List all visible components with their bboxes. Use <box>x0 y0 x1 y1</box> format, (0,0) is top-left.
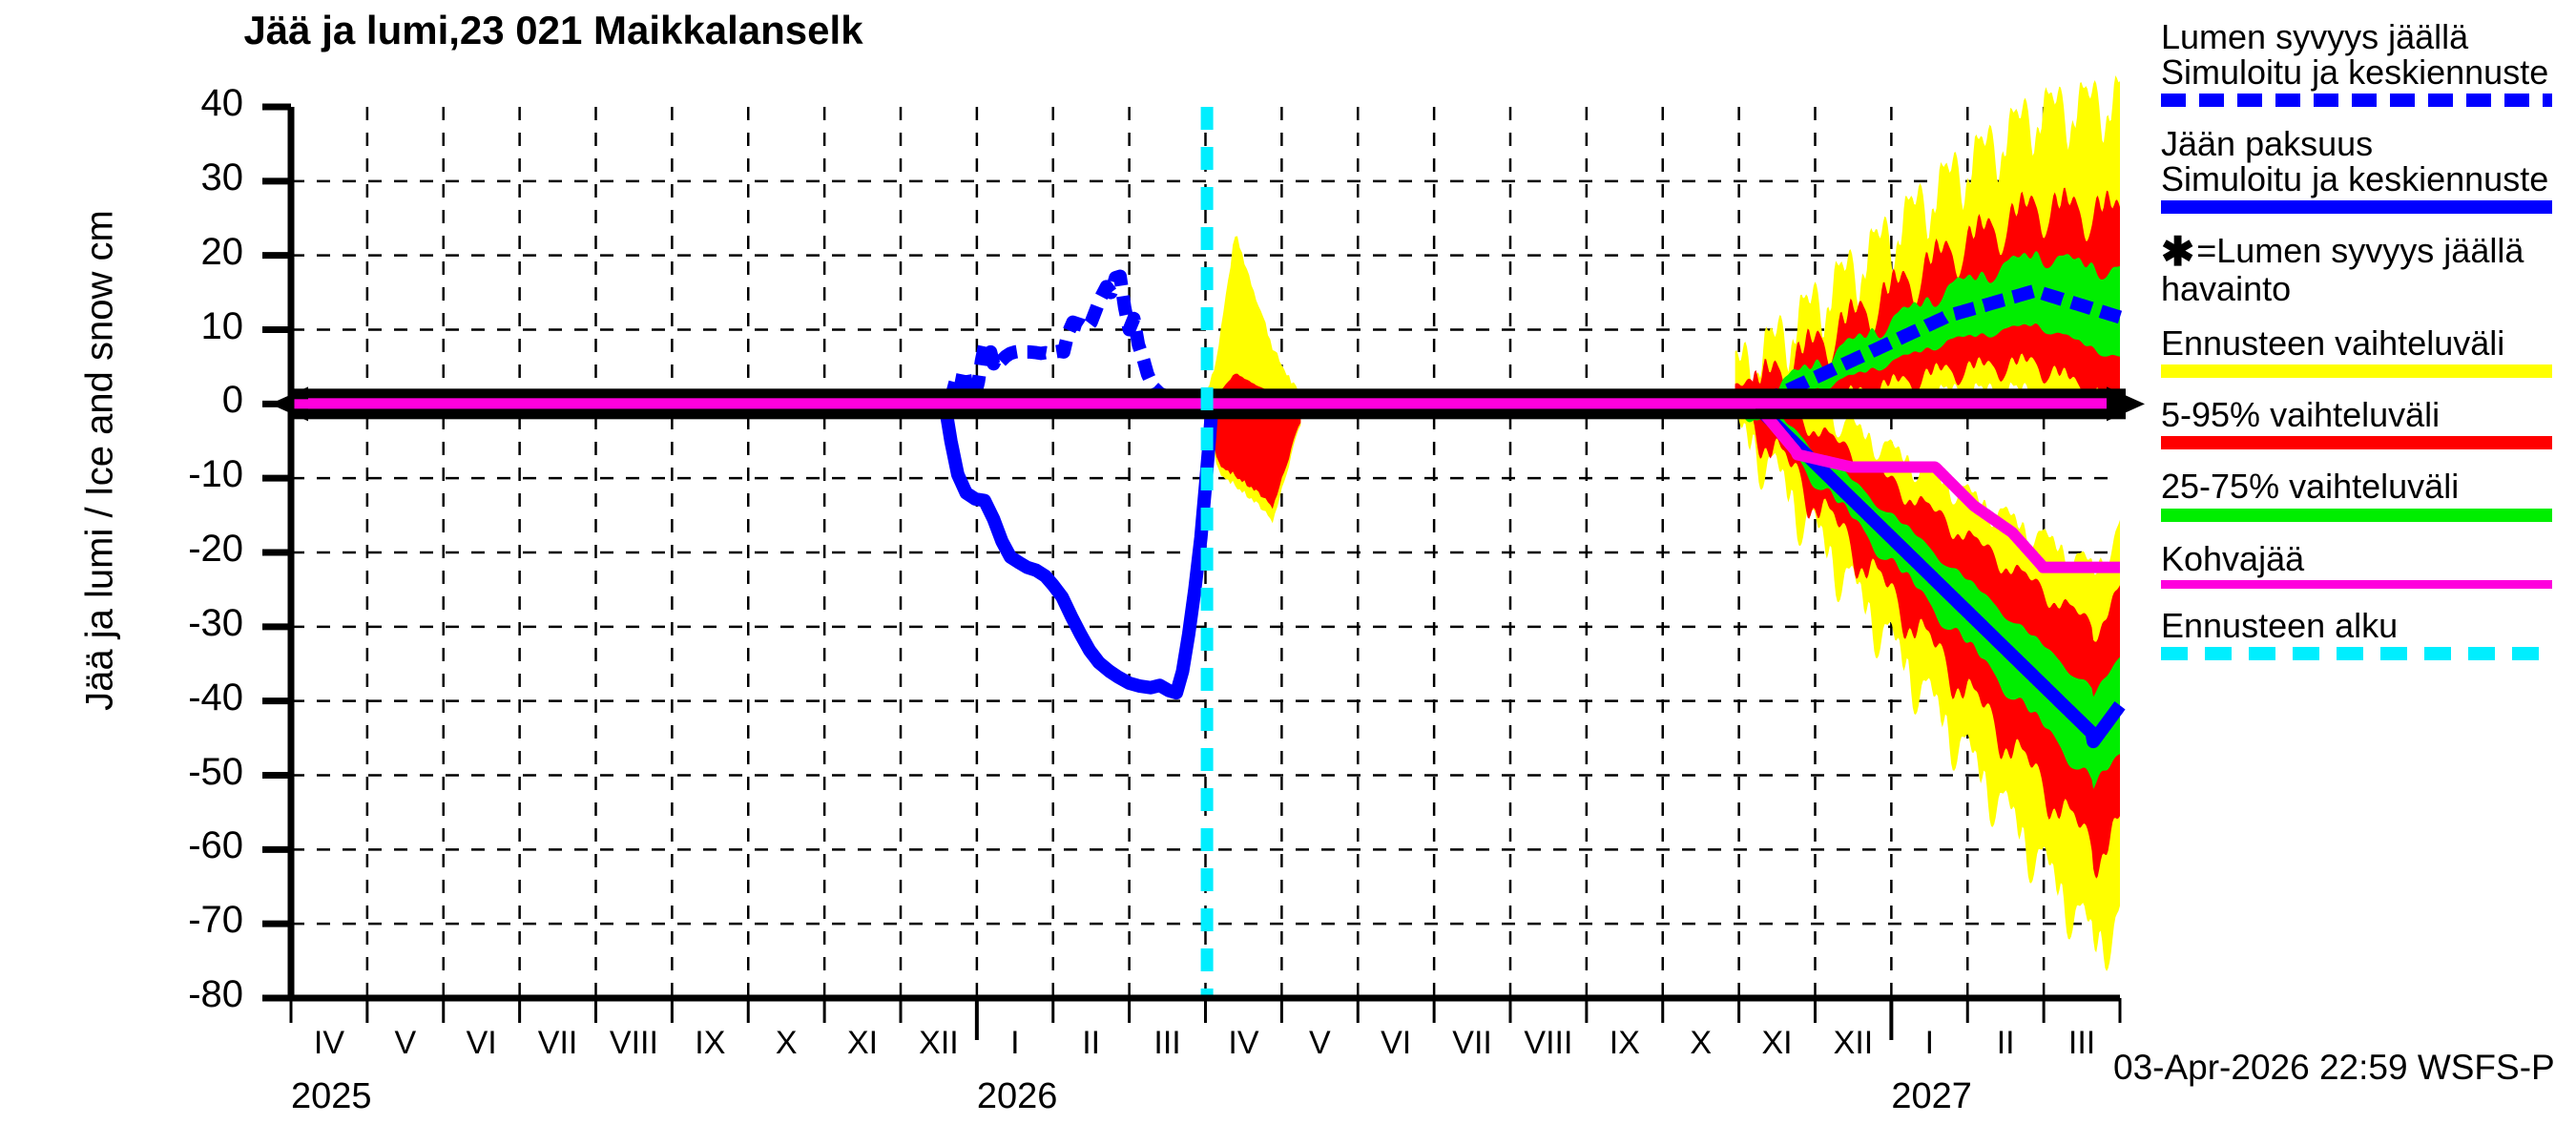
legend-label-snow-obs-line1: =Lumen syvyys jäällä <box>2196 231 2524 271</box>
legend-entry-snow-obs: ✱ =Lumen syvyys jäällä havainto <box>2161 229 2571 323</box>
x-tick-label: VII <box>1452 1025 1492 1061</box>
x-tick-label: II <box>1996 1025 2015 1061</box>
y-tick-label: 10 <box>200 304 244 347</box>
legend-entry-snow-sim: Lumen syvyys jäällä Simuloitu ja keskien… <box>2161 17 2571 108</box>
legend-swatch-solid-blue-icon <box>2161 200 2552 215</box>
legend-label-ice-sim-line1: Jään paksuus <box>2161 124 2374 164</box>
x-tick-label: I <box>1924 1025 1935 1061</box>
legend-label-p25-75: 25-75% vaihteluväli <box>2161 467 2460 507</box>
x-tick-label: VIII <box>1524 1025 1573 1061</box>
legend-swatch-magenta-icon <box>2161 579 2552 589</box>
y-tick-label: 30 <box>200 156 244 198</box>
legend-label-snow-obs-line2: havainto <box>2161 269 2292 309</box>
x-tick-label: XI <box>1761 1025 1793 1061</box>
legend-label-ice-sim-line2: Simuloitu ja keskiennuste <box>2161 159 2549 199</box>
x-tick-label: VII <box>537 1025 578 1061</box>
x-tick-label: IV <box>313 1025 344 1061</box>
legend-entry-fcst-start: Ennusteen alku <box>2161 608 2571 660</box>
y-tick-label: -50 <box>188 750 243 793</box>
legend-swatch-dashed-blue-icon <box>2161 94 2552 108</box>
legend-label-snow-sim-line1: Lumen syvyys jäällä <box>2161 17 2469 56</box>
x-year-label: 2027 <box>1891 1076 1972 1116</box>
x-tick-label: V <box>394 1025 417 1061</box>
legend-entry-fcst-range: Ennusteen vaihteluväli <box>2161 323 2571 379</box>
chart-legend: Lumen syvyys jäällä Simuloitu ja keskien… <box>2161 19 2571 679</box>
x-tick-label: IV <box>1228 1025 1259 1061</box>
page-title: Jää ja lumi,23 021 Maikkalanselk <box>243 8 863 52</box>
x-year-label: 2025 <box>291 1076 372 1116</box>
y-tick-label: -80 <box>188 973 243 1015</box>
x-tick-label: III <box>1153 1025 1181 1061</box>
x-tick-label: VI <box>466 1025 497 1061</box>
legend-label-fcst-start: Ennusteen alku <box>2161 605 2399 645</box>
legend-label-fcst-range: Ennusteen vaihteluväli <box>2161 323 2505 364</box>
legend-label-p5-95: 5-95% vaihteluväli <box>2161 395 2441 435</box>
x-tick-label: V <box>1308 1025 1331 1061</box>
x-tick-label: XII <box>1833 1025 1874 1061</box>
x-tick-label: IX <box>695 1025 726 1061</box>
legend-swatch-green-icon <box>2161 508 2552 522</box>
x-tick-label: VIII <box>609 1025 658 1061</box>
asterisk-marker-icon: ✱ <box>2161 229 2195 275</box>
x-year-label: 2026 <box>976 1076 1058 1116</box>
y-tick-label: -30 <box>188 601 243 644</box>
x-tick-label: VI <box>1381 1025 1412 1061</box>
x-tick-label: X <box>775 1025 798 1061</box>
x-tick-label: I <box>1010 1025 1020 1061</box>
y-tick-label: -10 <box>188 453 243 496</box>
legend-swatch-yellow-icon <box>2161 364 2552 379</box>
timestamp-label: 03-Apr-2026 22:59 WSFS-P <box>2113 1048 2555 1087</box>
legend-label-snow-sim-line2: Simuloitu ja keskiennuste <box>2161 52 2549 93</box>
y-tick-label: -20 <box>188 528 243 570</box>
legend-entry-p25-75: 25-75% vaihteluväli <box>2161 467 2571 522</box>
x-tick-label: X <box>1690 1025 1713 1061</box>
y-tick-label: -60 <box>188 824 243 867</box>
legend-label-kohvajaa: Kohvajää <box>2161 538 2305 578</box>
x-tick-label: IX <box>1609 1025 1640 1061</box>
x-tick-label: III <box>2067 1025 2096 1061</box>
legend-entry-p5-95: 5-95% vaihteluväli <box>2161 395 2571 450</box>
y-tick-label: 0 <box>221 379 243 422</box>
y-tick-label: -70 <box>188 899 243 942</box>
legend-swatch-cyan-dash-icon <box>2161 646 2552 660</box>
legend-swatch-red-icon <box>2161 436 2552 450</box>
legend-entry-ice-sim: Jään paksuus Simuloitu ja keskiennuste <box>2161 124 2571 215</box>
x-tick-label: XI <box>847 1025 879 1061</box>
y-tick-label: 20 <box>200 230 244 273</box>
x-tick-label: XII <box>919 1025 959 1061</box>
y-tick-label: 40 <box>200 82 244 124</box>
legend-entry-kohvajaa: Kohvajää <box>2161 538 2571 589</box>
x-tick-label: II <box>1082 1025 1101 1061</box>
y-tick-label: -40 <box>188 676 243 718</box>
